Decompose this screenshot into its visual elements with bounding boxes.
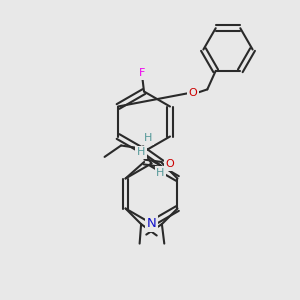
Text: O: O bbox=[166, 159, 174, 170]
Text: N: N bbox=[147, 217, 156, 230]
Text: O: O bbox=[188, 88, 197, 98]
Text: H: H bbox=[144, 133, 152, 143]
Text: H: H bbox=[137, 147, 145, 158]
Text: H: H bbox=[156, 167, 165, 178]
Text: F: F bbox=[139, 68, 146, 79]
